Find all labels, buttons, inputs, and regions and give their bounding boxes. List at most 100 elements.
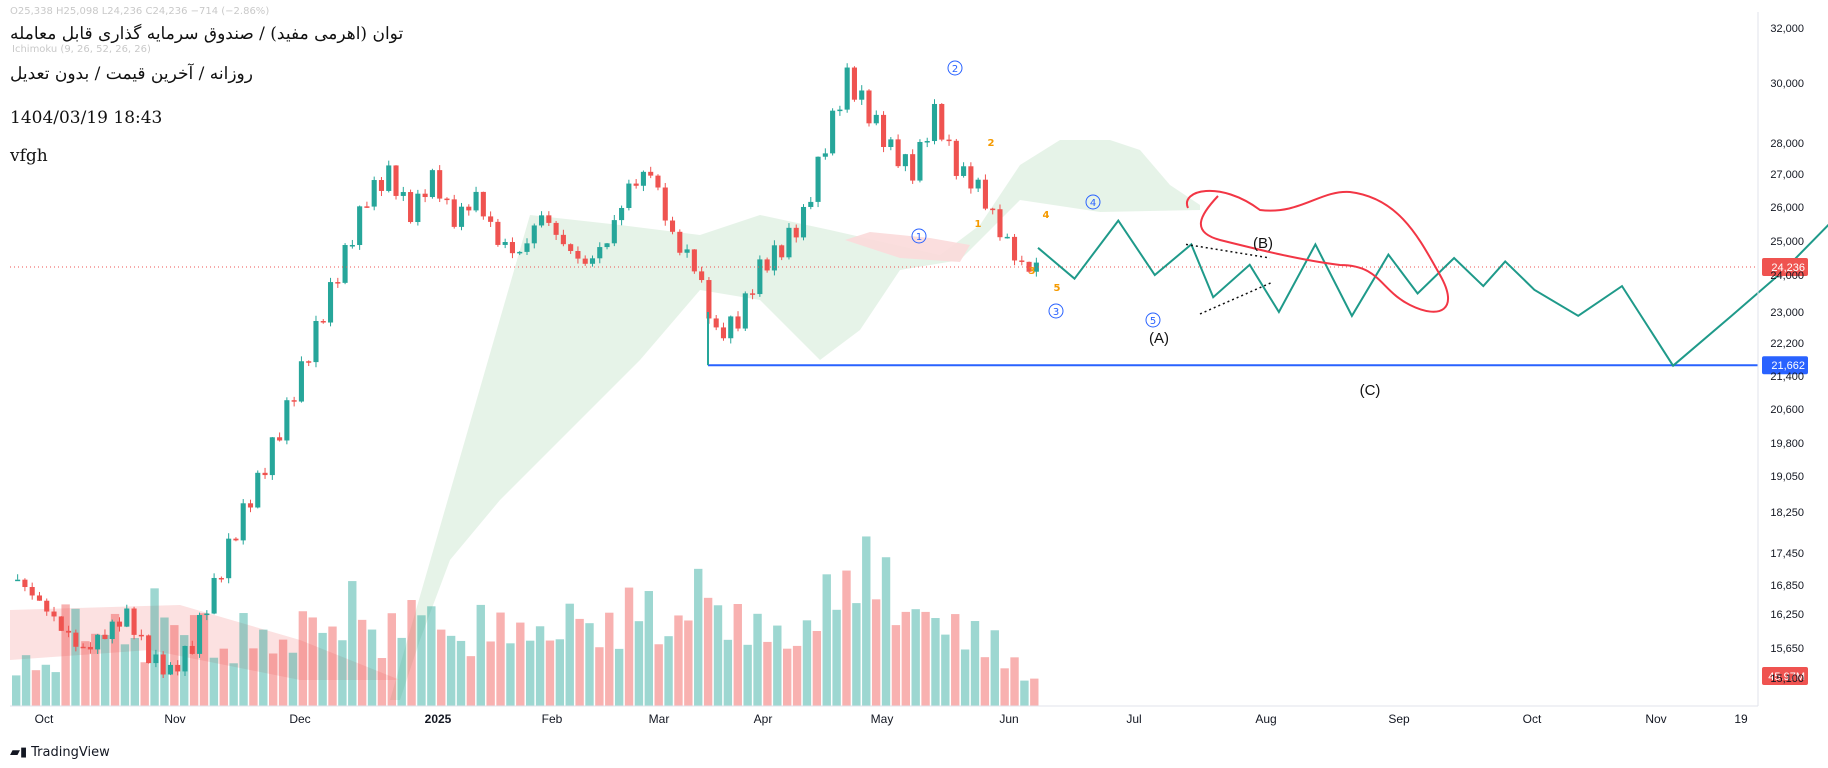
y-tick-label: 24,000 [1770, 270, 1804, 282]
volume-bar [634, 621, 644, 706]
volume-bar [21, 655, 31, 706]
y-tick-label: 26,000 [1770, 202, 1804, 214]
volume-bar [71, 608, 80, 706]
candle-body [648, 171, 654, 176]
candle-body [931, 103, 938, 142]
volume-bar [990, 630, 999, 706]
y-tick-label: 20,600 [1770, 404, 1804, 416]
volume-bar [980, 657, 990, 706]
candle-body [502, 242, 508, 245]
candle-body [619, 207, 625, 221]
candle-body [742, 293, 748, 329]
candle-body [197, 614, 203, 654]
candle-body [182, 645, 188, 672]
candle-body [415, 193, 421, 223]
volume-bar [891, 625, 901, 706]
volume-bar [535, 626, 545, 706]
volume-bar [110, 613, 120, 706]
wave-circle-2 [947, 60, 963, 76]
candle-body [713, 318, 719, 328]
y-tick-label: 28,000 [1770, 138, 1804, 150]
volume-bar [417, 615, 426, 706]
candle-body [1011, 236, 1018, 261]
candle-body [910, 154, 916, 181]
volume-bar [249, 648, 258, 706]
volume-bar [328, 626, 337, 706]
volume-bar [862, 536, 871, 706]
volume-bar [951, 614, 960, 706]
candle-body [531, 225, 537, 244]
volume-bar [1020, 680, 1029, 706]
volume-bar [348, 581, 357, 706]
wave-circle-5 [1145, 312, 1161, 328]
candle-body [720, 327, 727, 339]
candle-body [953, 140, 959, 176]
volume-bar [565, 603, 574, 706]
y-tick-label: 32,000 [1770, 23, 1804, 35]
instrument-title: توان (اهرمی مفید) / صندوق سرمایه گذاری ق… [10, 24, 404, 44]
candle-body [95, 634, 101, 650]
volume-bar [288, 652, 298, 706]
candle-body [669, 220, 676, 232]
volume-bar [506, 643, 515, 706]
volume-bar [694, 568, 703, 706]
candle-body [597, 247, 603, 259]
candle-body [684, 249, 690, 253]
volume-bar [575, 618, 584, 706]
volume-bar [298, 611, 308, 706]
volume-bar [51, 672, 60, 706]
candle-body [29, 587, 35, 596]
candle-body [509, 242, 515, 254]
wave-label-circled: 1 [916, 232, 922, 243]
candle-body [218, 577, 224, 580]
candle-body [109, 621, 115, 640]
volume-bar [12, 675, 21, 706]
x-tick-label: Sep [1388, 712, 1410, 726]
volume-bar [792, 645, 802, 706]
volume-bar [960, 649, 970, 706]
candle-body [327, 282, 334, 323]
corrective-label: (A) [1149, 330, 1169, 347]
candle-body [124, 608, 130, 627]
candle-body [975, 179, 981, 189]
candle-body [160, 654, 166, 675]
candle-body [422, 193, 428, 198]
y-tick-label: 19,050 [1770, 471, 1804, 483]
volume-tag-bg [1762, 667, 1808, 685]
volume-bar [189, 615, 199, 706]
volume-bar [763, 641, 772, 706]
volume-bar [871, 599, 881, 706]
candle-body [357, 206, 363, 246]
volume-bar [852, 603, 861, 706]
volume-bar [367, 629, 377, 706]
candle-body [990, 208, 996, 211]
volume-bar [229, 663, 238, 706]
candle-body [808, 201, 814, 207]
volume-bar [931, 618, 940, 706]
tradingview-brand[interactable]: ▰▮ TradingView [10, 745, 110, 760]
candle-body [22, 579, 28, 588]
wave-label-small: 3 [1029, 266, 1036, 277]
wave-label-small: 2 [988, 138, 995, 149]
y-tick-label: 17,450 [1770, 548, 1804, 560]
candle-body [146, 635, 152, 664]
candle-body [291, 400, 297, 402]
candle-body [524, 243, 530, 252]
volume-bar [684, 620, 693, 706]
volume-bars [12, 536, 1039, 706]
candle-body [211, 577, 217, 614]
y-tick-label: 15,100 [1770, 673, 1804, 685]
candle-body [1004, 236, 1010, 239]
candle-body [633, 183, 639, 186]
volume-bar [61, 604, 70, 706]
wave-label-circled: 5 [1150, 316, 1156, 327]
volume-bar [585, 623, 594, 706]
volume-bar [526, 640, 535, 706]
candle-body [677, 231, 683, 253]
triangle-lower [1199, 281, 1273, 315]
candle-body [837, 109, 843, 112]
candle-body [1026, 261, 1032, 272]
y-tick-label: 30,000 [1770, 78, 1804, 90]
x-tick-label: Nov [1645, 712, 1666, 726]
